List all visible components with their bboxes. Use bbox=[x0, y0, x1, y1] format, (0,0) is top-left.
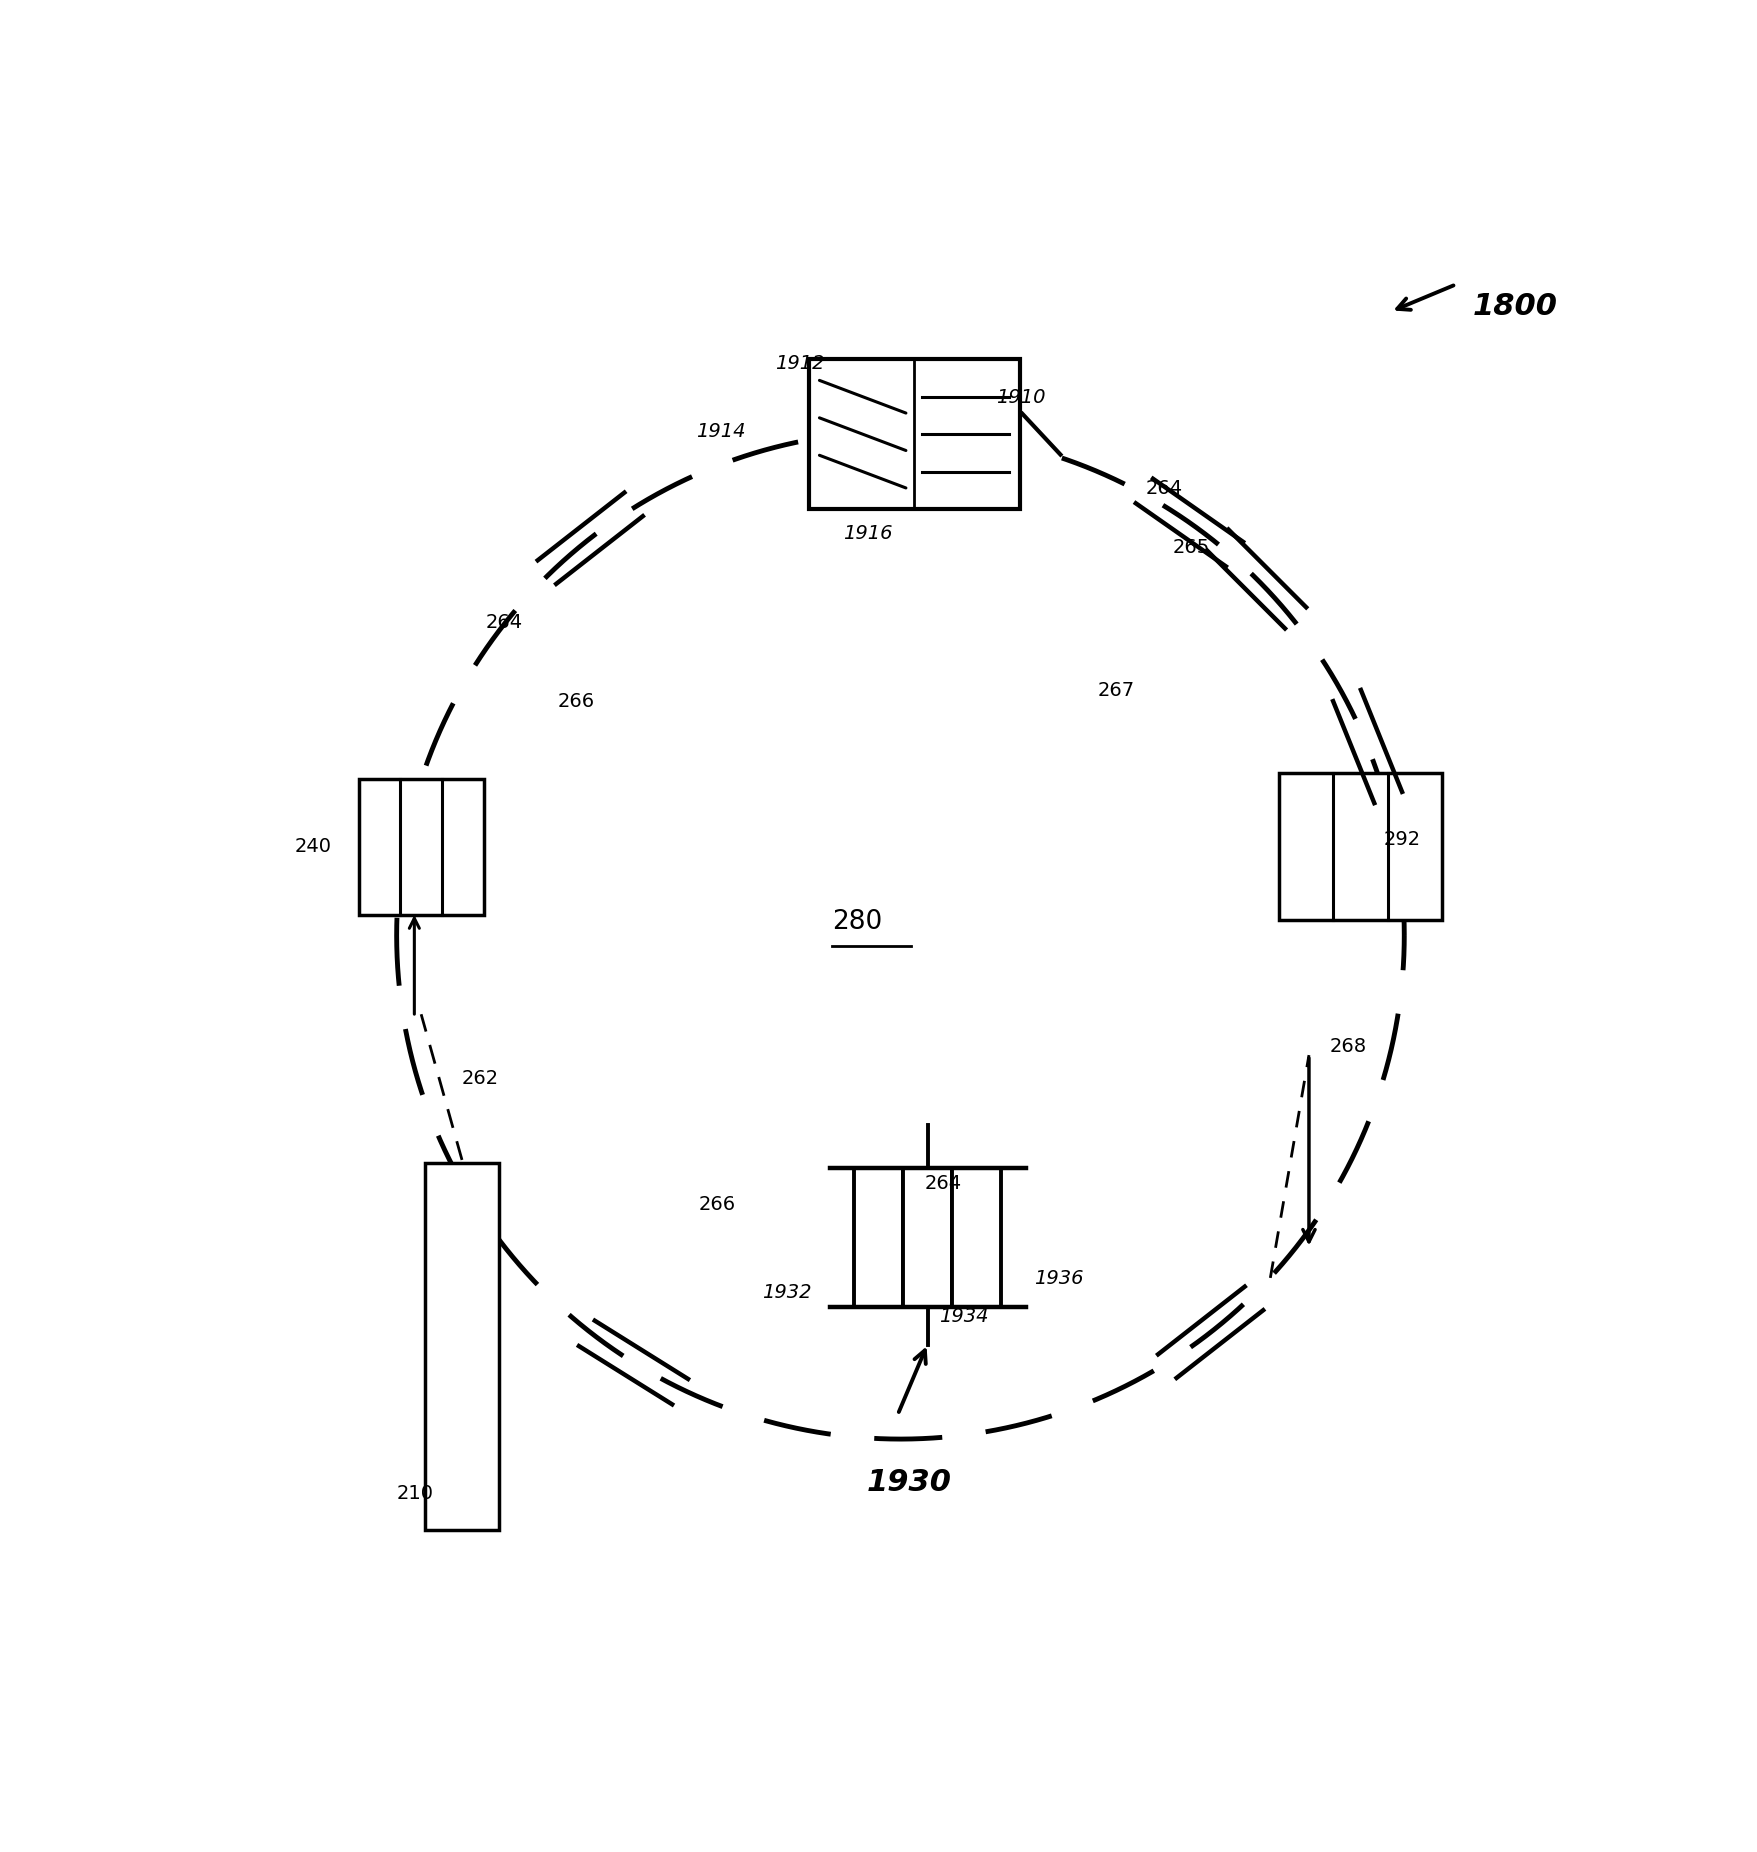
Text: 268: 268 bbox=[1330, 1037, 1367, 1056]
Text: 1930: 1930 bbox=[866, 1469, 952, 1496]
Bar bbox=[808, 359, 1019, 509]
Text: 292: 292 bbox=[1385, 830, 1421, 850]
Text: 210: 210 bbox=[397, 1483, 434, 1504]
Bar bbox=[952, 1169, 1001, 1308]
Text: 1912: 1912 bbox=[775, 354, 824, 372]
Bar bbox=[854, 1169, 903, 1308]
Text: 240: 240 bbox=[295, 837, 332, 856]
Text: 267: 267 bbox=[1098, 682, 1135, 700]
Text: 264: 264 bbox=[924, 1174, 963, 1193]
Text: 264: 264 bbox=[485, 613, 522, 632]
Text: 262: 262 bbox=[462, 1069, 499, 1087]
Text: 280: 280 bbox=[833, 909, 882, 935]
Text: 1910: 1910 bbox=[996, 387, 1045, 407]
Bar bbox=[1279, 774, 1442, 920]
Text: 1800: 1800 bbox=[1472, 291, 1557, 320]
Text: 266: 266 bbox=[699, 1195, 736, 1215]
Text: 1932: 1932 bbox=[761, 1283, 812, 1302]
Bar bbox=[358, 778, 483, 915]
Bar bbox=[425, 1163, 499, 1530]
Text: 264: 264 bbox=[1146, 480, 1182, 498]
Text: 1914: 1914 bbox=[696, 422, 745, 441]
Text: 1916: 1916 bbox=[843, 524, 893, 543]
Text: 1934: 1934 bbox=[938, 1308, 987, 1326]
Text: 265: 265 bbox=[1174, 537, 1211, 557]
Bar bbox=[903, 1169, 952, 1308]
Text: 1936: 1936 bbox=[1033, 1269, 1084, 1287]
Text: 266: 266 bbox=[557, 691, 594, 711]
